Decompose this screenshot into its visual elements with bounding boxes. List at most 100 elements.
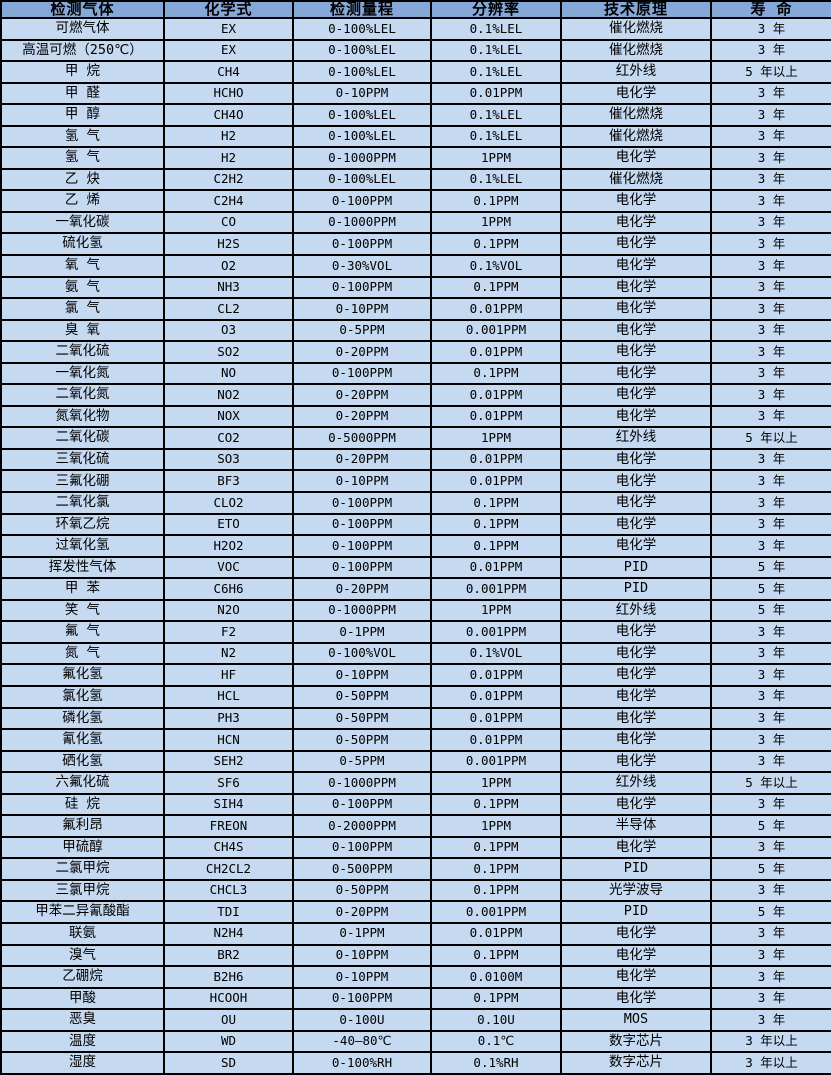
cell-lifespan: 5 年以上: [710, 771, 831, 795]
cell-detection-range: 0-50PPM: [292, 684, 432, 709]
cell-chemical-formula: FREON: [163, 814, 294, 838]
cell-detection-range: 0-50PPM: [292, 728, 432, 752]
cell-detection-range: 0-100U: [292, 1008, 432, 1032]
cell-technology-principle: 半导体: [560, 814, 712, 838]
table-row: 磷化氢 PH3 0-50PPM 0.01PPM 电化学 3 年: [0, 706, 831, 731]
cell-technology-principle: 红外线: [560, 598, 712, 623]
cell-resolution: 1PPM: [430, 426, 562, 450]
table-row: 氯 气 CL2 0-10PPM 0.01PPM 电化学 3 年: [0, 297, 831, 321]
cell-technology-principle: 电化学: [560, 512, 712, 537]
cell-resolution: 0.1℃: [430, 1029, 562, 1054]
cell-lifespan: 5 年: [710, 900, 831, 924]
table-row: 氮 气 N2 0-100%VOL 0.1%VOL 电化学 3 年: [0, 641, 831, 666]
table-row: 乙硼烷 B2H6 0-10PPM 0.0100M 电化学 3 年: [0, 965, 831, 989]
cell-gas-name: 氰化氢: [0, 728, 165, 752]
cell-gas-name: 甲苯二异氰酸酯: [0, 900, 165, 924]
cell-technology-principle: 电化学: [560, 318, 712, 343]
cell-resolution: 0.10U: [430, 1008, 562, 1032]
cell-technology-principle: 电化学: [560, 921, 712, 946]
table-row: 一氧化氮 NO 0-100PPM 0.1PPM 电化学 3 年: [0, 361, 831, 386]
cell-technology-principle: 电化学: [560, 534, 712, 558]
table-row: 甲 苯 C6H6 0-20PPM 0.001PPM PID 5 年: [0, 577, 831, 601]
cell-chemical-formula: SF6: [163, 771, 294, 795]
cell-lifespan: 3 年: [710, 383, 831, 407]
cell-resolution: 1PPM: [430, 771, 562, 795]
cell-gas-name: 甲酸: [0, 986, 165, 1011]
cell-gas-name: 氧 气: [0, 254, 165, 278]
cell-lifespan: 3 年以上: [710, 1029, 831, 1054]
table-row: 三氯甲烷 CHCL3 0-50PPM 0.1PPM 光学波导 3 年: [0, 878, 831, 903]
cell-detection-range: 0-10PPM: [292, 663, 432, 687]
cell-chemical-formula: TDI: [163, 900, 294, 924]
cell-technology-principle: 电化学: [560, 340, 712, 364]
cell-gas-name: 氯 气: [0, 297, 165, 321]
cell-chemical-formula: H2O2: [163, 534, 294, 558]
table-row: 挥发性气体 VOC 0-100PPM 0.01PPM PID 5 年: [0, 555, 831, 580]
cell-lifespan: 3 年: [710, 620, 831, 644]
table-row: 甲 烷 CH4 0-100%LEL 0.1%LEL 红外线 5 年以上: [0, 60, 831, 84]
cell-chemical-formula: N2H4: [163, 921, 294, 946]
cell-detection-range: 0-100%LEL: [292, 103, 432, 127]
cell-technology-principle: 数字芯片: [560, 1051, 712, 1075]
table-row: 甲苯二异氰酸酯 TDI 0-20PPM 0.001PPM PID 5 年: [0, 900, 831, 924]
cell-resolution: 0.1%LEL: [430, 167, 562, 192]
table-row: 氢 气 H2 0-1000PPM 1PPM 电化学 3 年: [0, 146, 831, 170]
cell-chemical-formula: CHCL3: [163, 878, 294, 903]
cell-chemical-formula: HCOOH: [163, 986, 294, 1011]
cell-chemical-formula: VOC: [163, 555, 294, 580]
cell-lifespan: 3 年: [710, 965, 831, 989]
cell-lifespan: 3 年: [710, 17, 831, 41]
cell-lifespan: 3 年: [710, 684, 831, 709]
cell-gas-name: 二氧化硫: [0, 340, 165, 364]
cell-technology-principle: 电化学: [560, 210, 712, 235]
cell-technology-principle: 催化燃烧: [560, 38, 712, 63]
table-row: 可燃气体 EX 0-100%LEL 0.1%LEL 催化燃烧 3 年: [0, 17, 831, 41]
cell-lifespan: 3 年: [710, 749, 831, 774]
cell-lifespan: 3 年: [710, 943, 831, 968]
cell-gas-name: 氨 气: [0, 275, 165, 300]
cell-gas-name: 恶臭: [0, 1008, 165, 1032]
cell-detection-range: 0-100PPM: [292, 555, 432, 580]
cell-technology-principle: PID: [560, 857, 712, 881]
cell-resolution: 0.1%VOL: [430, 641, 562, 666]
cell-gas-name: 氢 气: [0, 146, 165, 170]
table-row: 联氨 N2H4 0-1PPM 0.01PPM 电化学 3 年: [0, 921, 831, 946]
cell-gas-name: 氟 气: [0, 620, 165, 644]
table-body: 可燃气体 EX 0-100%LEL 0.1%LEL 催化燃烧 3 年高温可燃（250℃） E…: [0, 17, 831, 1075]
cell-gas-name: 甲 醛: [0, 81, 165, 106]
table-row: 氯化氢 HCL 0-50PPM 0.01PPM 电化学 3 年: [0, 684, 831, 709]
cell-detection-range: 0-100PPM: [292, 361, 432, 386]
cell-detection-range: 0-50PPM: [292, 878, 432, 903]
cell-technology-principle: 电化学: [560, 254, 712, 278]
cell-chemical-formula: SIH4: [163, 792, 294, 817]
cell-detection-range: 0-100PPM: [292, 189, 432, 213]
cell-lifespan: 3 年: [710, 167, 831, 192]
cell-resolution: 0.01PPM: [430, 340, 562, 364]
table-row: 氟化氢 HF 0-10PPM 0.01PPM 电化学 3 年: [0, 663, 831, 687]
cell-gas-name: 氟利昂: [0, 814, 165, 838]
cell-technology-principle: 电化学: [560, 943, 712, 968]
cell-resolution: 0.001PPM: [430, 620, 562, 644]
cell-lifespan: 3 年: [710, 921, 831, 946]
cell-gas-name: 六氟化硫: [0, 771, 165, 795]
cell-gas-name: 甲硫醇: [0, 835, 165, 860]
cell-chemical-formula: C6H6: [163, 577, 294, 601]
cell-resolution: 0.01PPM: [430, 447, 562, 472]
cell-resolution: 0.001PPM: [430, 749, 562, 774]
cell-gas-name: 乙 烯: [0, 189, 165, 213]
cell-chemical-formula: CL2: [163, 297, 294, 321]
cell-chemical-formula: O3: [163, 318, 294, 343]
cell-technology-principle: 电化学: [560, 684, 712, 709]
cell-gas-name: 可燃气体: [0, 17, 165, 41]
cell-resolution: 1PPM: [430, 210, 562, 235]
column-header-1: 化学式: [163, 0, 294, 19]
table-row: 硫化氢 H2S 0-100PPM 0.1PPM 电化学 3 年: [0, 232, 831, 256]
table-row: 乙 炔 C2H2 0-100%LEL 0.1%LEL 催化燃烧 3 年: [0, 167, 831, 192]
table-row: 臭 氧 O3 0-5PPM 0.001PPM 电化学 3 年: [0, 318, 831, 343]
cell-lifespan: 3 年: [710, 146, 831, 170]
cell-chemical-formula: N2: [163, 641, 294, 666]
cell-detection-range: 0-100%LEL: [292, 17, 432, 41]
cell-detection-range: 0-50PPM: [292, 706, 432, 731]
table-header-row: 检测气体 化学式 检测量程 分辨率 技术原理寿 命: [0, 0, 831, 19]
cell-detection-range: -40—80℃: [292, 1029, 432, 1054]
